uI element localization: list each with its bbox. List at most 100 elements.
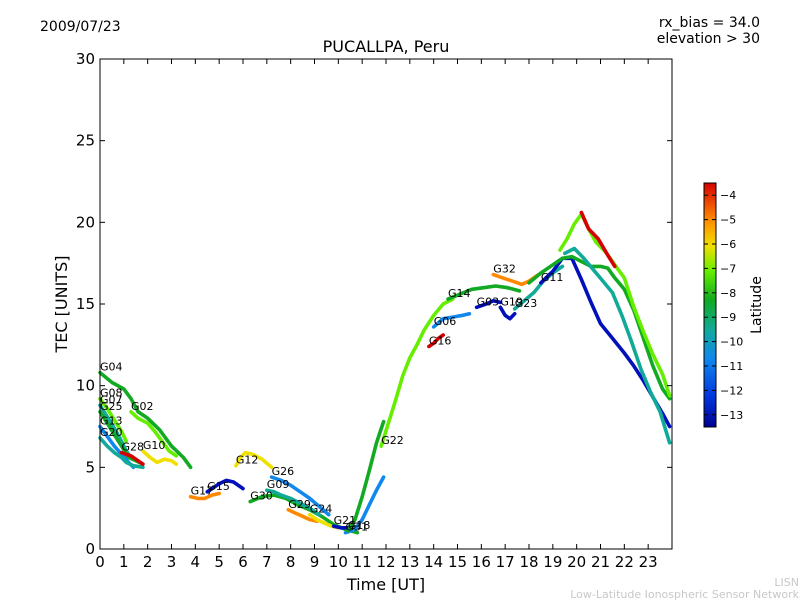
x-tick-label: 7 <box>262 553 272 571</box>
series-label: G21 <box>334 514 357 527</box>
series-label: G25 <box>100 400 123 413</box>
series-g20 <box>98 436 145 470</box>
series-label: G23 <box>515 297 538 310</box>
series-g04 <box>98 370 193 470</box>
series-label: G04 <box>100 361 123 374</box>
series-g26 <box>269 475 331 517</box>
series-label: G19 <box>500 295 523 308</box>
series-label: G13 <box>100 415 123 428</box>
x-tick-label: 16 <box>472 553 491 571</box>
x-tick-label: 9 <box>310 553 320 571</box>
x-tick-label: 6 <box>238 553 248 571</box>
colorbar-ticks: −4 −5 −6 −7 −8 −9 −10 −11 −12 −13 <box>704 189 743 422</box>
series-label: G18 <box>348 519 371 532</box>
y-tick-label: 10 <box>76 377 95 395</box>
series-layer <box>98 210 672 535</box>
x-tick-label: 0 <box>95 553 105 571</box>
series-label: G30 <box>250 490 273 503</box>
x-tick-label: 23 <box>639 553 658 571</box>
series-g14 <box>446 284 522 301</box>
series-label: G06 <box>434 315 457 328</box>
x-tick-label: 12 <box>376 553 395 571</box>
series-g19 <box>498 305 517 321</box>
series-g28 <box>119 450 145 466</box>
series-label: G12 <box>236 454 259 467</box>
x-tick-label: 2 <box>143 553 153 571</box>
colorbar-tick-label: −6 <box>720 238 736 251</box>
series-s-teal-eve <box>563 246 672 445</box>
x-tick-label: 4 <box>191 553 201 571</box>
x-tick-label: 18 <box>519 553 538 571</box>
series-g15 <box>205 478 245 494</box>
series-label: G22 <box>381 434 404 447</box>
series-label: G32 <box>493 263 516 276</box>
x-tick-label: 14 <box>424 553 443 571</box>
colorbar-tick-label: −4 <box>720 189 736 202</box>
series-g08 <box>98 396 128 443</box>
x-tick-label: 1 <box>119 553 129 571</box>
series-label: G09 <box>267 478 290 491</box>
x-tick-label: 17 <box>496 553 515 571</box>
series-label: G07 <box>100 393 123 406</box>
x-tick-label: 3 <box>167 553 177 571</box>
x-tick-label: 22 <box>615 553 634 571</box>
series-label: G24 <box>310 503 333 516</box>
x-tick-label: 19 <box>543 553 562 571</box>
series-label: G26 <box>272 465 295 478</box>
series-g18 <box>346 419 386 533</box>
x-tick-label: 20 <box>567 553 586 571</box>
series-label: G11 <box>541 271 564 284</box>
x-tick-label: 21 <box>591 553 610 571</box>
series-g12 <box>234 450 274 470</box>
y-tick-label: 15 <box>76 295 95 313</box>
plot-frame <box>99 58 673 550</box>
series-label: G15 <box>207 480 230 493</box>
y-axis-label: TEC [UNITS] <box>52 256 71 354</box>
series-label: G16 <box>429 335 452 348</box>
chart-title: PUCALLPA, Peru <box>323 37 450 56</box>
colorbar-tick-label: −11 <box>720 360 743 373</box>
y-tick-label: 30 <box>76 50 95 68</box>
x-tick-label: 8 <box>286 553 296 571</box>
colorbar-tick-label: −7 <box>720 262 736 275</box>
y-tick-label: 5 <box>85 458 95 476</box>
colorbar-tick-label: −12 <box>720 384 743 397</box>
elevation-label: elevation > 30 <box>657 31 760 47</box>
series-g17 <box>188 491 221 501</box>
x-tick-label: 5 <box>214 553 224 571</box>
x-tick-label: 11 <box>353 553 372 571</box>
footer-long: Low-Latitude Ionospheric Sensor Network <box>570 588 799 600</box>
rx-bias-label: rx_bias = 34.0 <box>659 15 760 31</box>
series-g16 <box>427 333 445 349</box>
colorbar-tick-label: −5 <box>720 214 736 227</box>
colorbar-tick-label: −13 <box>720 409 743 422</box>
series-label: G17 <box>191 485 214 498</box>
y-axis: 0 5 10 15 20 25 30 <box>76 50 672 558</box>
series-label: G08 <box>100 387 123 400</box>
colorbar-tick-label: −8 <box>720 287 736 300</box>
series-g31 <box>343 475 386 535</box>
x-axis: 0 1 2 3 4 5 6 7 8 9 10 11 12 13 14 15 16 17 18 19 20 21 22 23 <box>95 59 658 571</box>
y-tick-label: 0 <box>85 540 95 558</box>
date-label: 2009/07/23 <box>40 19 121 35</box>
x-tick-label: 15 <box>448 553 467 571</box>
series-label: G03 <box>477 295 500 308</box>
series-label: G31 <box>346 521 369 534</box>
series-g09 <box>265 488 322 517</box>
series-g03 <box>474 298 503 310</box>
series-label: G29 <box>288 498 311 511</box>
series-label-layer: G04G08G07G25G13G20G28G02G10G17G15G12G30G… <box>100 263 563 534</box>
series-label: G20 <box>100 426 123 439</box>
series-g10 <box>141 449 179 466</box>
series-s-green-eve <box>527 254 672 401</box>
series-label: G02 <box>131 400 154 413</box>
x-tick-label: 10 <box>329 553 348 571</box>
colorbar-label: Latitude <box>749 276 765 334</box>
series-g06 <box>431 312 472 329</box>
series-g29 <box>286 508 319 523</box>
series-label: G14 <box>448 287 471 300</box>
series-s-red-eve <box>579 210 617 269</box>
x-axis-label: Time [UT] <box>346 575 425 594</box>
y-tick-label: 20 <box>76 213 95 231</box>
